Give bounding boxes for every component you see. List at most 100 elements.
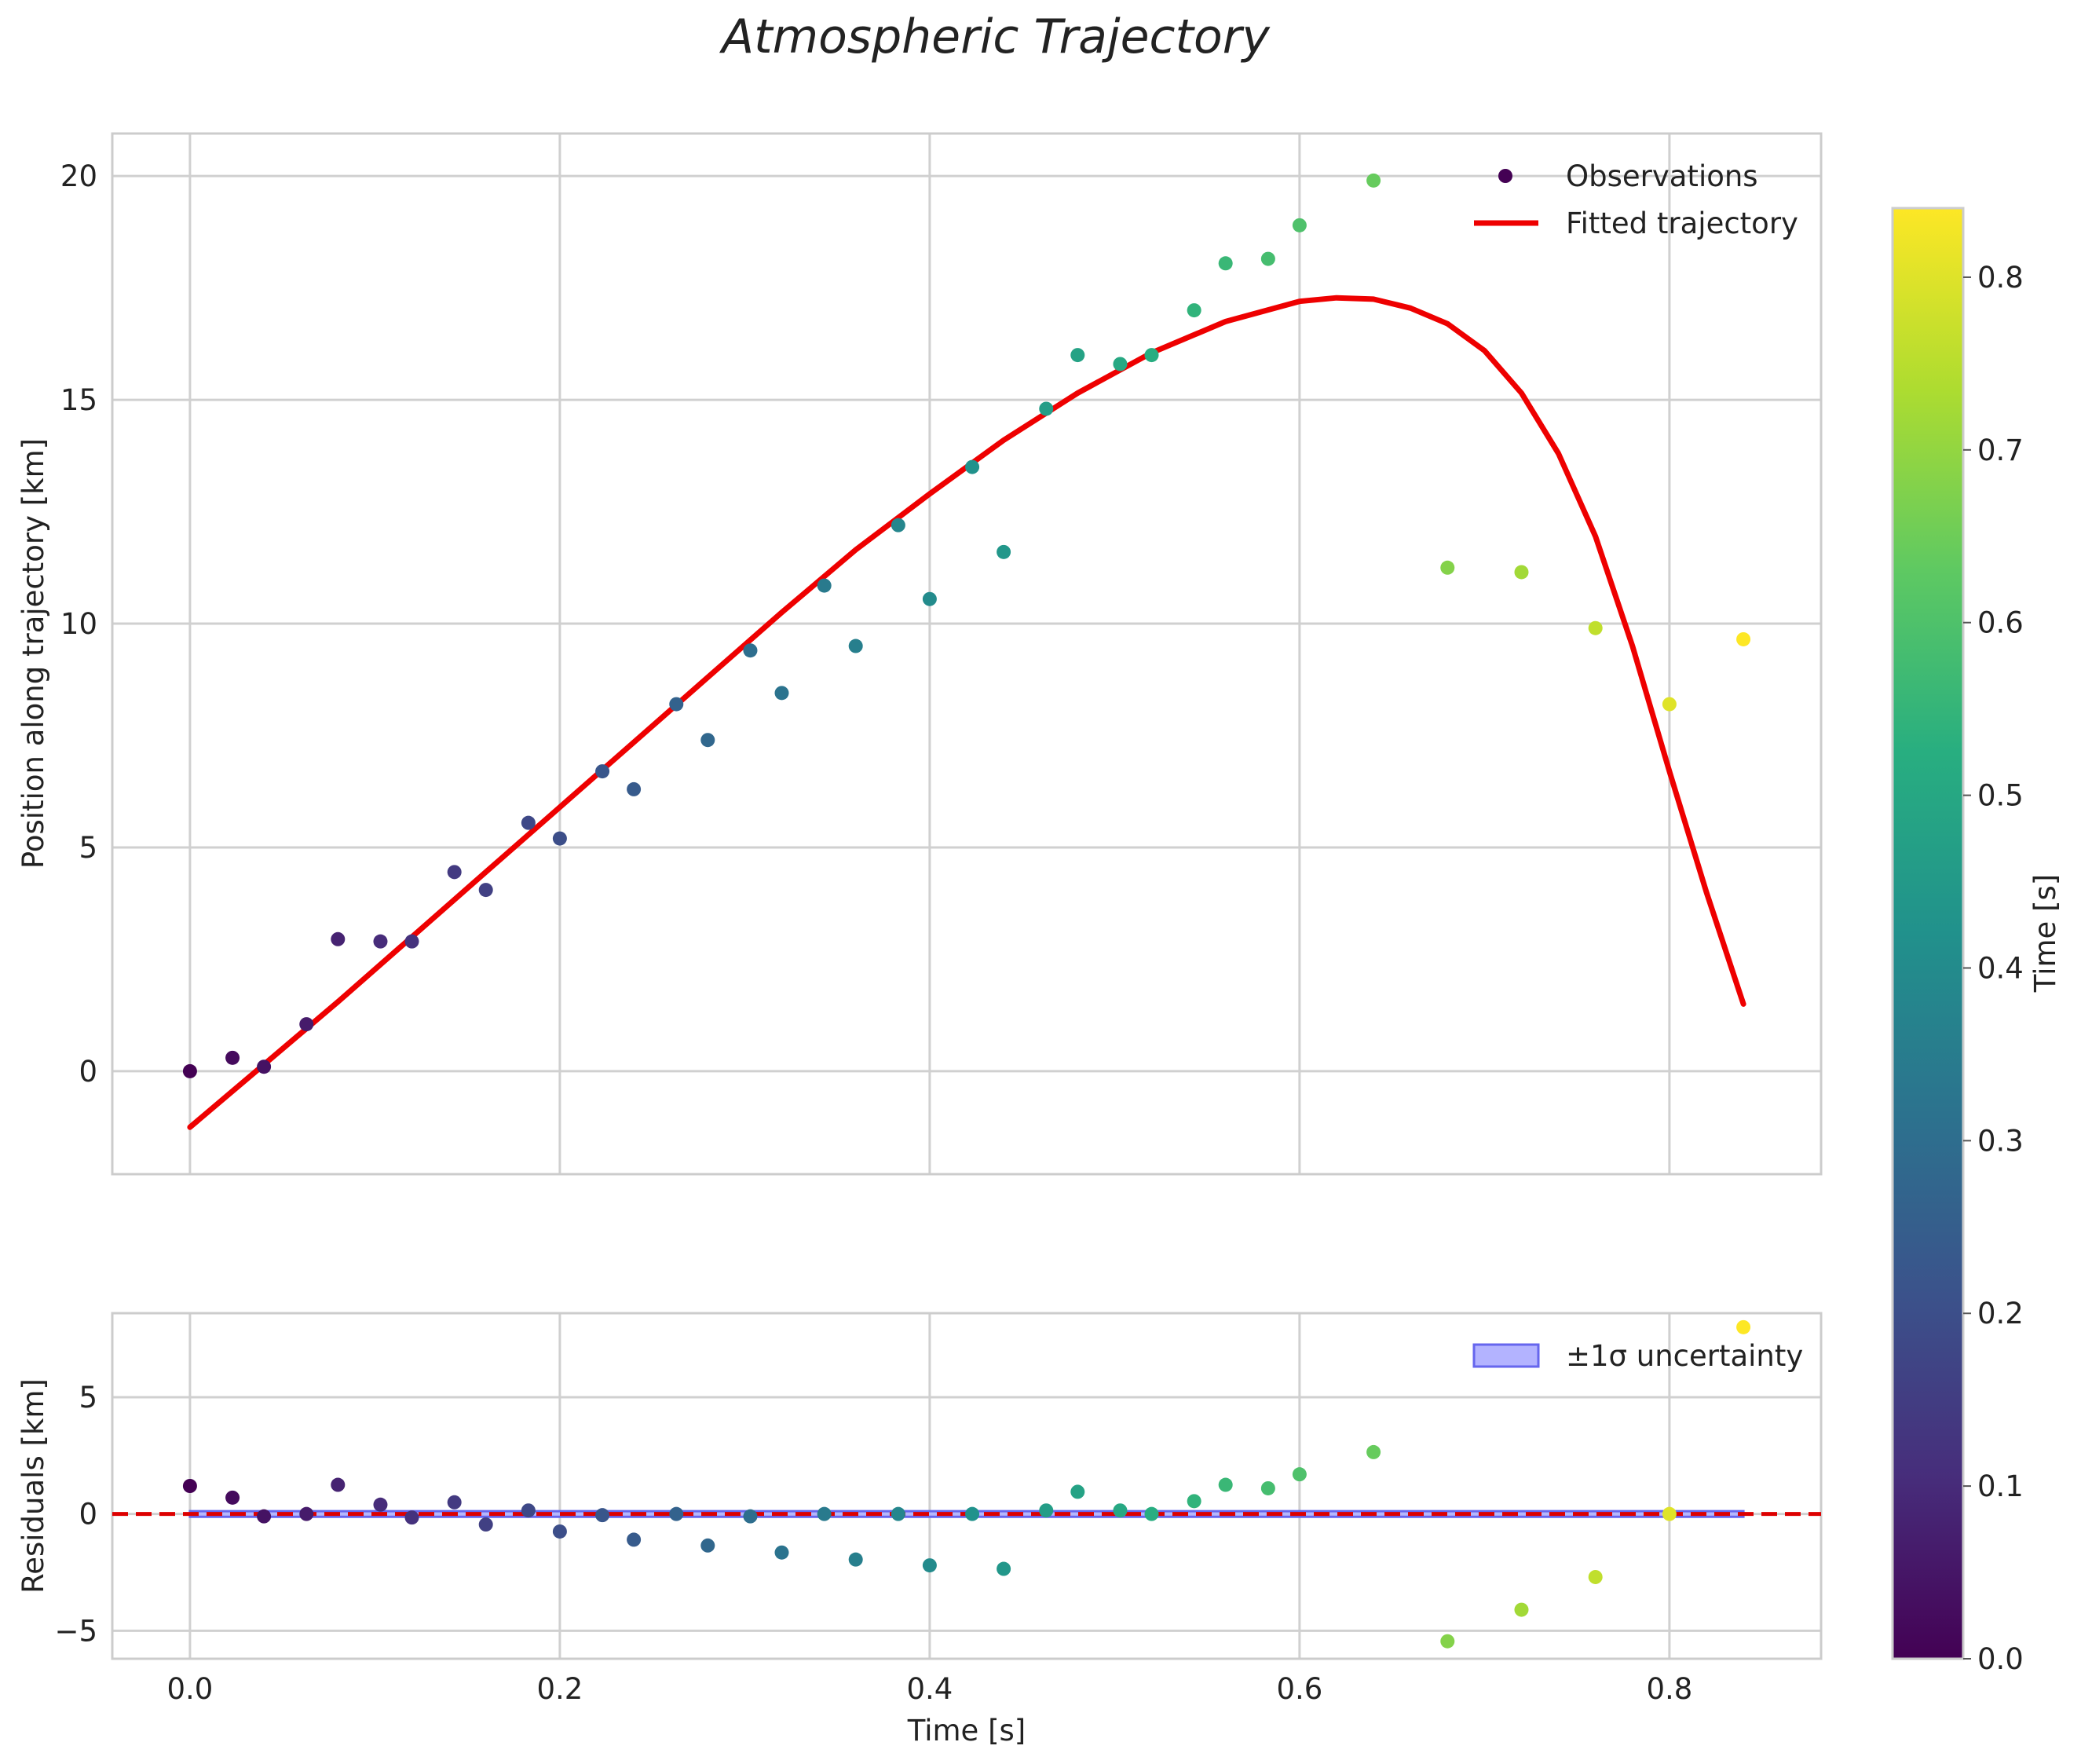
fit-line [187,295,1746,1130]
observation-point-0 [182,1063,197,1078]
observation-point-21 [965,459,980,474]
residual-point-27 [1187,1494,1201,1509]
x-axis-label: Time [s] [907,1714,1026,1748]
residual-point-19 [891,1506,905,1521]
residual-point-16 [774,1545,789,1560]
bottom-x-tick-label-1: 0.2 [536,1672,583,1706]
colorbar-tick-label-5: 0.5 [1977,779,2024,813]
observation-series [182,173,1751,1078]
residual-point-4 [331,1477,346,1492]
residual-point-7 [447,1495,462,1510]
residual-point-32 [1440,1634,1455,1649]
observation-point-10 [552,831,567,846]
top-y-tick-labels: 0 5 10 15 20 [60,159,97,1089]
observation-point-3 [299,1017,314,1032]
bottom-x-tick-labels: 0.0 0.2 0.4 0.6 0.8 [166,1672,1692,1706]
residual-point-31 [1366,1444,1381,1459]
residual-point-20 [922,1558,937,1573]
observation-point-26 [1144,348,1159,363]
legend-fit-label: Fitted trajectory [1566,207,1798,240]
top-y-tick-label-2: 10 [60,607,97,641]
residual-point-26 [1144,1506,1159,1521]
top-y-tick-label-1: 5 [79,831,97,865]
colorbar-tick-label-2: 0.2 [1977,1297,2024,1330]
observation-point-17 [817,578,832,593]
colorbar-tick-label-3: 0.3 [1977,1124,2024,1158]
top-grid [112,134,1821,1174]
residual-point-12 [627,1532,642,1547]
residual-point-9 [521,1503,536,1518]
residual-point-23 [1039,1503,1054,1518]
residual-point-33 [1514,1602,1529,1617]
residual-point-18 [848,1552,863,1567]
observation-point-12 [627,781,642,796]
observation-point-28 [1218,256,1233,271]
colorbar-tick-label-8: 0.8 [1977,261,2024,295]
top-y-tick-label-0: 0 [79,1055,97,1089]
colorbar-gradient [1891,207,1965,1660]
observation-point-34 [1588,620,1603,635]
bottom-y-tick-label-1: 0 [79,1498,97,1532]
observation-point-7 [447,865,462,880]
residual-point-2 [257,1509,272,1524]
residual-point-28 [1218,1477,1233,1492]
bottom-x-tick-label-2: 0.4 [906,1672,953,1706]
top-y-tick-label-4: 20 [60,159,97,193]
fit-series [187,295,1746,1130]
residual-point-34 [1588,1569,1603,1584]
observation-point-13 [669,697,684,712]
observation-point-32 [1440,560,1455,575]
residual-point-3 [299,1506,314,1521]
observation-point-8 [478,883,493,898]
residual-point-14 [700,1538,715,1553]
legend-observations-label: Observations [1566,159,1758,193]
observation-point-27 [1187,303,1201,318]
legend-uncertainty-swatch [1472,1343,1540,1368]
observation-point-35 [1662,697,1677,712]
observation-point-4 [331,931,346,946]
observation-point-16 [774,686,789,701]
colorbar-tick-label-6: 0.6 [1977,606,2024,640]
residual-point-1 [225,1490,240,1505]
bottom-x-tick-label-4: 0.8 [1646,1672,1692,1706]
observation-point-15 [743,643,758,658]
colorbar-tick-label-4: 0.4 [1977,951,2024,985]
residual-point-22 [997,1561,1011,1576]
residual-point-17 [817,1506,832,1521]
observation-point-1 [225,1050,240,1065]
legend-observations-marker [1498,169,1512,183]
top-plot-frame [111,132,1823,1176]
observation-point-20 [922,591,937,606]
observation-point-19 [891,518,905,532]
observation-point-2 [257,1059,272,1074]
residual-point-36 [1736,1319,1751,1334]
observation-point-11 [595,764,610,779]
residual-point-24 [1070,1484,1085,1499]
residual-point-35 [1662,1506,1677,1521]
bottom-panel: −5 0 5 0.0 0.2 0.4 0.6 0.8 Residuals [km] Time… [16,1312,1823,1748]
bottom-y-tick-label-2: 5 [79,1381,97,1414]
observation-point-31 [1366,173,1381,188]
residual-point-5 [373,1497,388,1512]
bottom-legend: ±1σ uncertainty [1472,1339,1803,1373]
bottom-y-tick-label-0: −5 [54,1614,97,1648]
residual-series [182,1319,1751,1649]
residual-point-0 [182,1479,197,1493]
observation-point-24 [1070,348,1085,363]
observation-point-14 [700,733,715,748]
observation-point-29 [1260,251,1275,266]
residual-point-6 [404,1510,419,1525]
residual-point-10 [552,1524,567,1539]
residual-point-15 [743,1509,758,1524]
observation-point-18 [848,639,863,653]
observation-point-9 [521,815,536,830]
top-legend: Observations Fitted trajectory [1474,159,1798,240]
observation-point-6 [404,934,419,949]
colorbar-tick-label-7: 0.7 [1977,434,2024,467]
bottom-y-tick-labels: −5 0 5 [54,1381,97,1648]
residual-point-8 [478,1517,493,1532]
colorbar-tick-label-0: 0.0 [1977,1642,2024,1676]
observation-point-5 [373,934,388,949]
residual-point-13 [669,1506,684,1521]
